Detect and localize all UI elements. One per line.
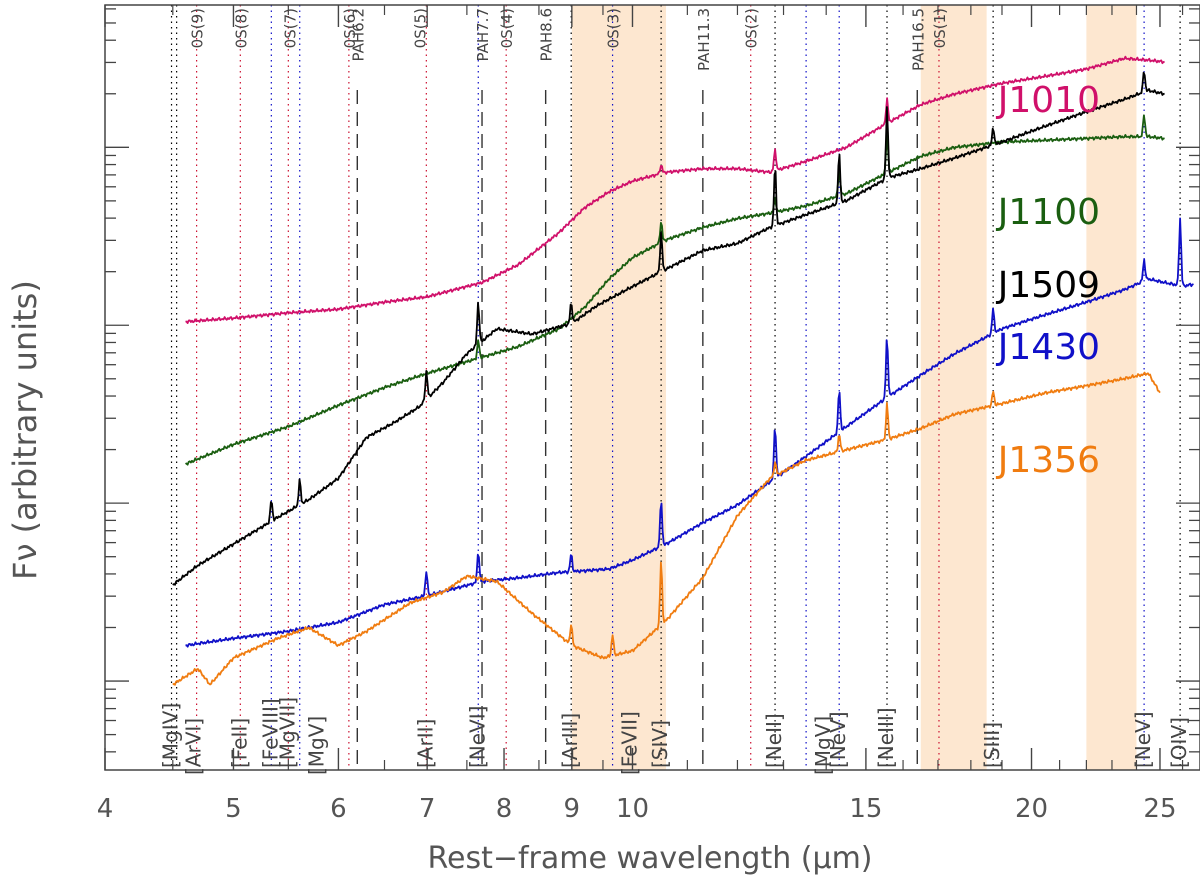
bottom-label-15: [NeII] xyxy=(762,713,786,768)
x-tick-label-2: 6 xyxy=(330,794,347,824)
top-label-1: 0S(8) xyxy=(232,8,250,48)
x-tick-label-0: 4 xyxy=(97,794,114,824)
x-tick-label-7: 15 xyxy=(849,794,882,824)
bottom-label-11: [ArIII] xyxy=(558,713,582,768)
top-label-8: PAH8.6 xyxy=(538,8,556,61)
x-axis-label: Rest−frame wavelength (μm) xyxy=(428,841,873,876)
series-j1509 xyxy=(172,71,1165,586)
bottom-label-6: [MgV] xyxy=(305,716,329,775)
shaded-band-0 xyxy=(571,5,667,770)
bottom-label-16: [MgV] xyxy=(811,716,835,775)
top-label-0: 0S(9) xyxy=(189,8,207,48)
bottom-label-13: [SIV] xyxy=(648,720,672,768)
series-label-j1356: J1356 xyxy=(996,440,1100,481)
series-label-j1100: J1100 xyxy=(996,192,1100,233)
bottom-label-18: [NeIII] xyxy=(874,707,898,768)
bottom-label-20: [SIII] xyxy=(980,722,1004,768)
top-label-5: 0S(5) xyxy=(412,8,430,48)
plot-frame xyxy=(104,4,1200,771)
shaded-bands xyxy=(571,5,1137,770)
y-axis-label: Fν (arbitrary units) xyxy=(6,280,44,580)
top-label-6: PAH7.7 xyxy=(474,8,492,61)
top-label-2: 0S(7) xyxy=(281,8,299,48)
bottom-label-21: [NeV] xyxy=(1131,711,1155,768)
top-line-labels: 0S(9) 0S(8) 0S(7) 0S(6)PAH6.2 0S(5) PAH7.7 0S(… xyxy=(189,8,949,71)
bottom-label-1: [ArVI] xyxy=(182,718,206,775)
series-label-j1509: J1509 xyxy=(996,265,1100,306)
top-label-12: PAH16.5 xyxy=(909,8,927,71)
top-label-11: 0S(2) xyxy=(743,8,761,48)
emission-line-markers xyxy=(170,5,1181,770)
bottom-label-3: [FeII] xyxy=(227,718,251,768)
top-label-4: PAH6.2 xyxy=(349,8,367,61)
top-label-3: 0S(6) xyxy=(341,8,359,48)
x-tick-label-4: 8 xyxy=(496,794,513,824)
x-tick-label-9: 25 xyxy=(1143,794,1176,824)
x-tick-label-1: 5 xyxy=(225,794,242,824)
top-label-7: 0S(4) xyxy=(498,8,516,48)
x-tick-label-3: 7 xyxy=(419,794,436,824)
series-name-labels: J1010 J1100 J1509 J1430 J1356 xyxy=(996,80,1100,481)
top-label-13: 0S(1) xyxy=(931,8,949,48)
top-label-10: PAH11.3 xyxy=(695,8,713,71)
bottom-line-labels: [MgIV] [ArVI] [FeII] [FeVIII][MgVII] [MgV] [A… xyxy=(159,697,1192,775)
series-j1010 xyxy=(185,55,1165,325)
top-label-9: 0S(3) xyxy=(605,8,623,48)
axes-frame: 4 5 6 7 8 9 10 15 20 25 xyxy=(97,4,1200,824)
x-tick-label-8: 20 xyxy=(1015,794,1048,824)
bottom-label-8: [ArII] xyxy=(413,719,437,768)
series-label-j1430: J1430 xyxy=(996,327,1100,368)
shaded-band-1 xyxy=(920,5,987,770)
bottom-label-9: [NeVI] xyxy=(465,706,489,768)
shaded-band-2 xyxy=(1086,5,1137,770)
series-j1430 xyxy=(185,217,1194,648)
series-j1356 xyxy=(172,371,1161,686)
spectra-series xyxy=(172,55,1194,686)
bottom-label-22: [OIV] xyxy=(1167,717,1191,768)
x-tick-label-5: 9 xyxy=(564,794,581,824)
bottom-label-12: [FeVII] xyxy=(618,711,642,775)
series-label-j1010: J1010 xyxy=(996,80,1100,121)
bottom-label-4: [FeVIII] xyxy=(258,698,282,768)
bottom-label-5: [MgVII] xyxy=(275,697,299,768)
x-tick-label-6: 10 xyxy=(616,794,649,824)
bottom-label-0: [MgIV] xyxy=(159,703,183,768)
bottom-label-17: [NeV] xyxy=(826,711,850,768)
